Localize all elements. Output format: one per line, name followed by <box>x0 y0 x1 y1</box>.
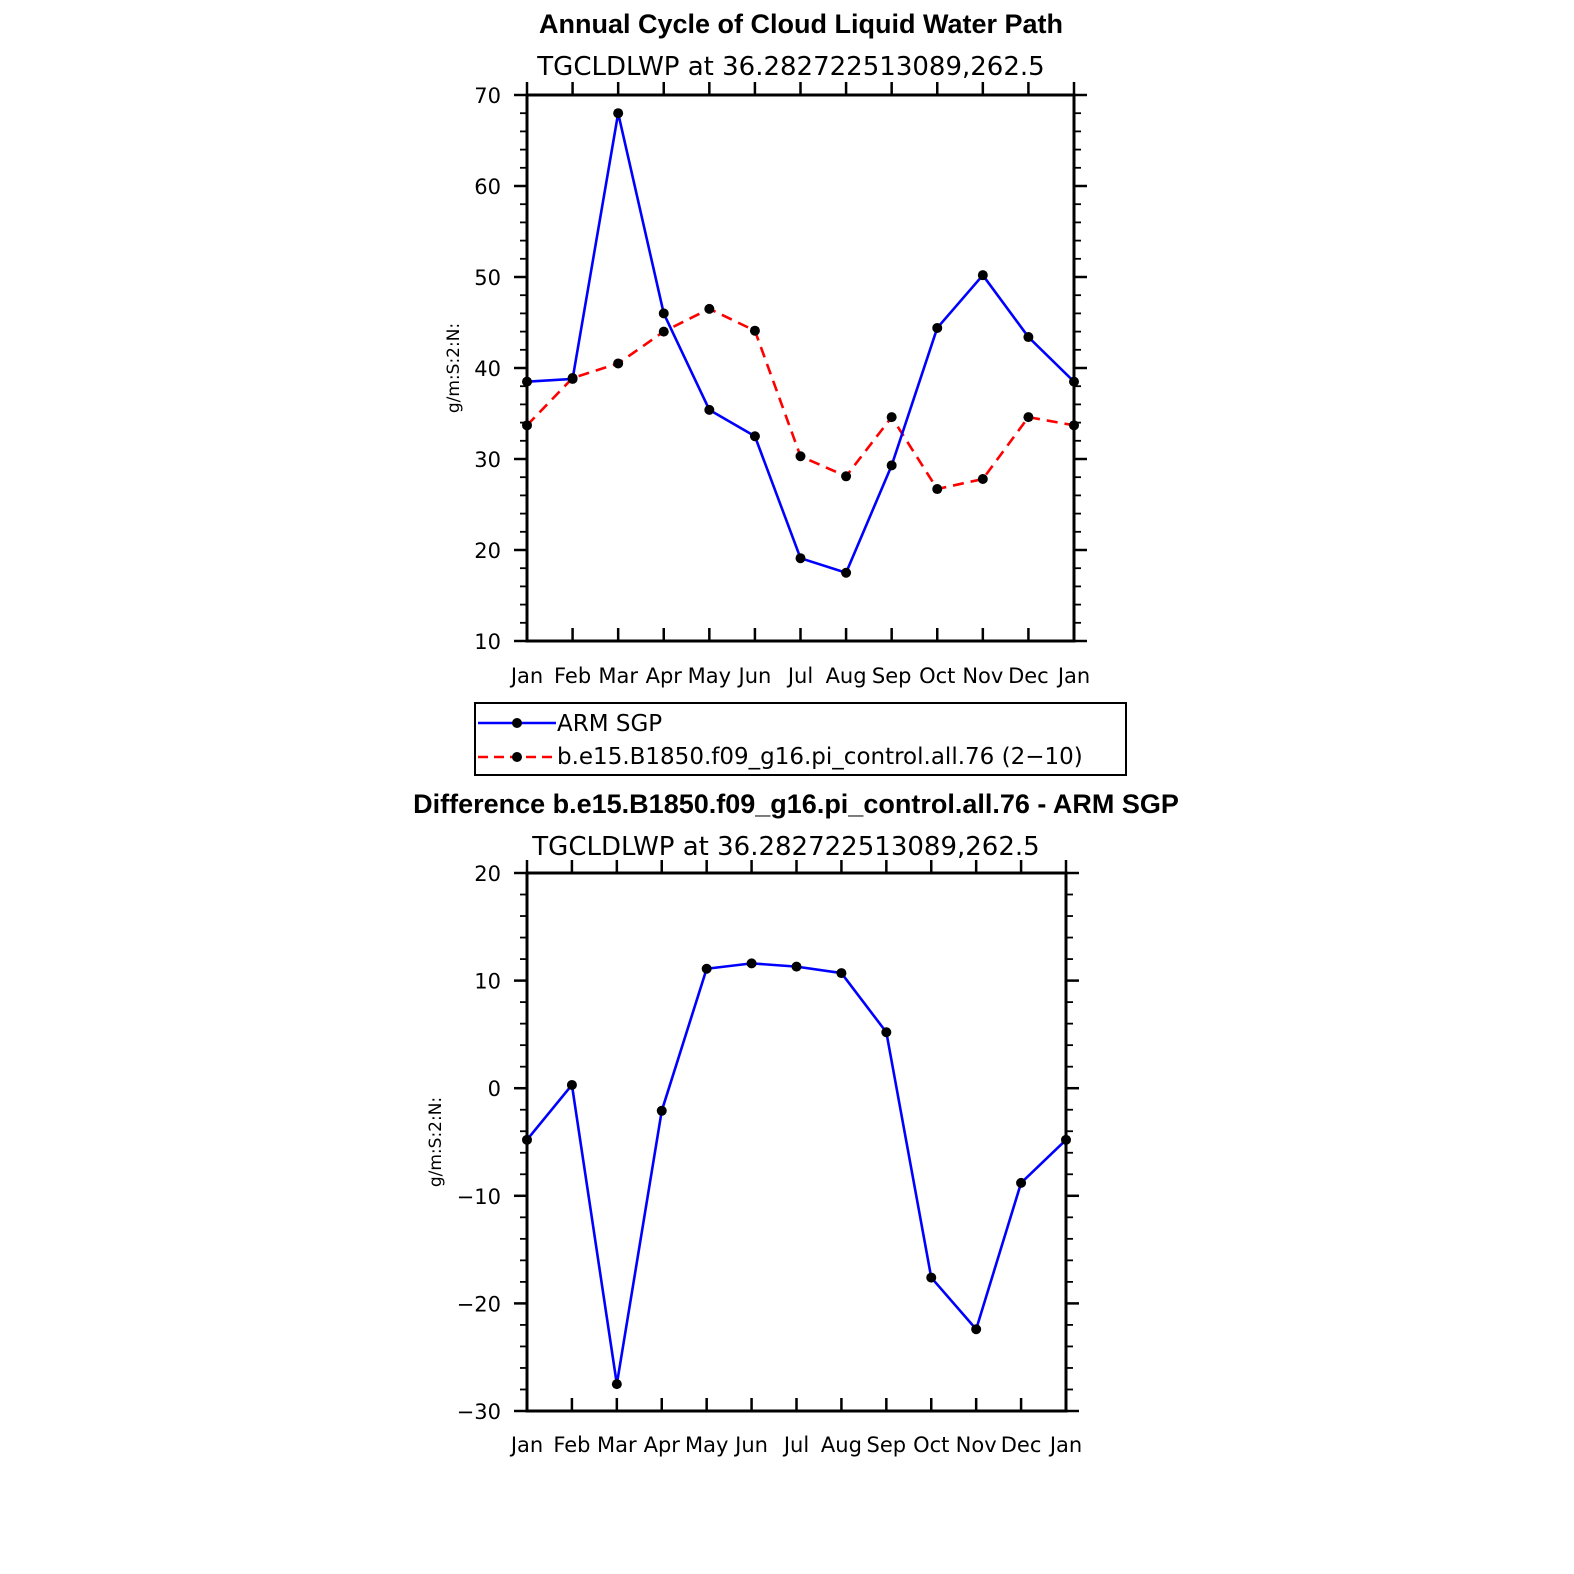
data-point <box>746 958 757 969</box>
data-point <box>841 567 852 578</box>
difference-panel: Difference b.e15.B1850.f09_g16.pi_contro… <box>413 789 1179 1457</box>
y-axis-label: g/m:S:2:N: <box>426 1097 446 1187</box>
data-point <box>658 326 669 337</box>
series-line <box>525 962 1067 1386</box>
legend-item-obs: ARM SGP <box>478 711 662 737</box>
data-point <box>971 1324 982 1335</box>
x-tick-label: Feb <box>553 1433 590 1457</box>
x-tick-label: Jan <box>509 664 543 688</box>
x-tick-label: Apr <box>646 664 683 688</box>
x-tick-label: Oct <box>919 664 955 688</box>
x-tick-label: Dec <box>1001 1433 1042 1457</box>
y-tick-label: 20 <box>474 862 501 886</box>
chart-subtitle: TGCLDLWP at 36.282722513089,262.5 <box>531 832 1039 862</box>
x-tick-label: May <box>685 1433 728 1457</box>
legend-label-obs: ARM SGP <box>557 711 662 737</box>
legend-box <box>474 702 1127 776</box>
plot-frame <box>525 871 1068 1413</box>
x-tick-label: Jun <box>733 1433 768 1457</box>
data-point <box>749 325 760 336</box>
x-tick-label: Jan <box>509 1433 543 1457</box>
x-tick-label: May <box>688 664 731 688</box>
data-point <box>791 961 802 972</box>
y-tick-label: −10 <box>457 1185 501 1209</box>
y-tick-label: 60 <box>474 175 501 199</box>
data-point <box>613 358 624 369</box>
x-tick-label: Jan <box>1048 1433 1082 1457</box>
chart-title: Annual Cycle of Cloud Liquid Water Path <box>539 9 1063 39</box>
data-point <box>977 474 988 485</box>
x-tick-label: Nov <box>962 664 1003 688</box>
data-point <box>613 108 624 119</box>
data-point <box>611 1379 622 1390</box>
y-axis-label: g/m:S:2:N: <box>444 323 464 413</box>
data-point <box>977 270 988 281</box>
series-group <box>522 958 1071 1390</box>
y-tick-label: 70 <box>474 84 501 108</box>
data-point <box>932 322 943 333</box>
x-tick-label: Sep <box>867 1433 907 1457</box>
legend-item-model: b.e15.B1850.f09_g16.pi_control.all.76 (2… <box>478 744 1083 770</box>
x-tick-label: Apr <box>644 1433 681 1457</box>
y-tick-label: 50 <box>474 266 501 290</box>
x-tick-label: Jul <box>782 1433 809 1457</box>
annual-cycle-panel: Annual Cycle of Cloud Liquid Water Path … <box>444 9 1127 776</box>
data-point <box>704 404 715 415</box>
data-point <box>881 1027 892 1038</box>
data-point <box>658 308 669 319</box>
data-point <box>926 1272 937 1283</box>
x-tick-label: Mar <box>597 1433 637 1457</box>
data-point <box>656 1105 667 1116</box>
y-tick-label: 10 <box>474 970 501 994</box>
x-tick-label: Sep <box>872 664 912 688</box>
x-tick-label: Mar <box>598 664 638 688</box>
x-tick-label: Oct <box>913 1433 949 1457</box>
data-point <box>932 484 943 495</box>
data-point <box>566 1079 577 1090</box>
data-point <box>795 553 806 564</box>
legend-marker-model <box>512 752 522 762</box>
data-point <box>795 451 806 462</box>
data-point <box>886 460 897 471</box>
x-tick-label: Nov <box>956 1433 997 1457</box>
x-tick-label: Jul <box>786 664 813 688</box>
x-tick-label: Aug <box>821 1433 862 1457</box>
data-point <box>836 968 847 979</box>
legend-marker-obs <box>512 718 522 728</box>
x-tick-label: Feb <box>554 664 591 688</box>
series-line <box>526 307 1075 491</box>
ticks <box>514 82 1087 643</box>
x-tick-label: Jun <box>737 664 772 688</box>
y-tick-label: −20 <box>457 1292 501 1316</box>
series-group <box>522 108 1079 578</box>
tick-labels: Jan Feb Mar Apr May Jun Jul Aug Sep Oct Nov Dec Jan−… <box>457 862 1083 1457</box>
tick-labels: Jan Feb Mar Apr May Jun Jul Aug Sep Oct Nov Dec Jan 1… <box>474 84 1090 688</box>
y-tick-label: 30 <box>474 448 501 472</box>
chart-subtitle: TGCLDLWP at 36.282722513089,262.5 <box>536 52 1044 82</box>
data-point <box>701 963 712 974</box>
data-point <box>1023 332 1034 343</box>
data-point <box>1023 412 1034 423</box>
x-tick-label: Jan <box>1056 664 1090 688</box>
data-point <box>567 373 578 384</box>
legend: ARM SGP b.e15.B1850.f09_g16.pi_control.a… <box>474 702 1127 776</box>
data-point <box>886 412 897 423</box>
data-point <box>1016 1177 1027 1188</box>
series-line <box>526 111 1075 575</box>
ticks <box>514 860 1079 1413</box>
data-point <box>749 431 760 442</box>
plot-frame <box>525 93 1076 643</box>
y-tick-label: 40 <box>474 357 501 381</box>
chart-title: Difference b.e15.B1850.f09_g16.pi_contro… <box>413 789 1179 819</box>
y-tick-label: 10 <box>474 630 501 654</box>
y-tick-label: 0 <box>488 1077 501 1101</box>
x-tick-label: Dec <box>1008 664 1049 688</box>
y-tick-label: 20 <box>474 539 501 563</box>
x-tick-label: Aug <box>826 664 867 688</box>
y-tick-label: −30 <box>457 1400 501 1424</box>
legend-label-model: b.e15.B1850.f09_g16.pi_control.all.76 (2… <box>557 744 1083 770</box>
data-point <box>704 303 715 314</box>
data-point <box>841 471 852 482</box>
